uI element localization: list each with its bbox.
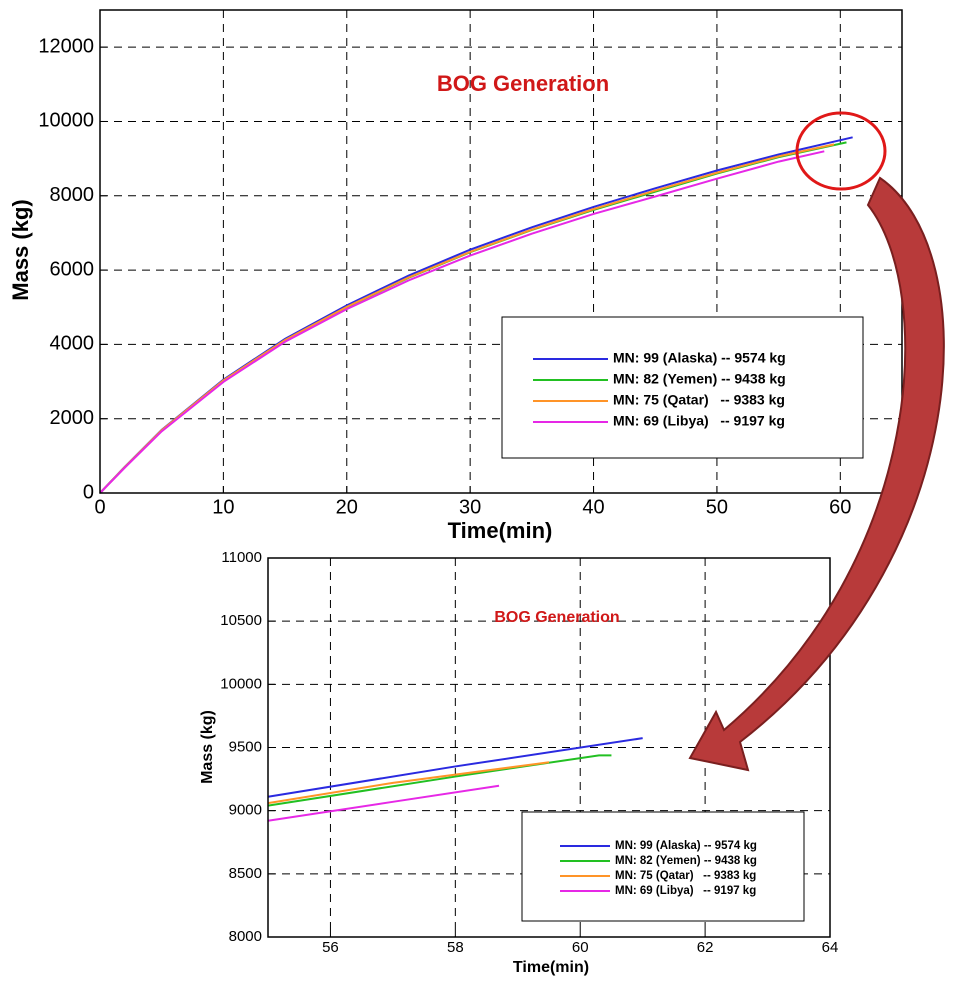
x-tick-label: 10 (212, 496, 234, 518)
y-tick-label: 6000 (50, 258, 95, 280)
series-line (267, 761, 550, 805)
y-tick-label: 9000 (229, 802, 262, 819)
y-axis-label: Mass (kg) (199, 710, 216, 784)
x-axis-label: Time(min) (513, 959, 589, 976)
plot-border (267, 557, 831, 938)
y-tick-label: 8500 (229, 865, 262, 882)
y-tick-label: 0 (83, 481, 94, 503)
y-tick-label: 10000 (38, 110, 94, 132)
y-tick-label: 12000 (38, 35, 94, 57)
x-tick-label: 64 (822, 939, 839, 956)
legend-label: MN: 99 (Alaska) -- 9574 kg (615, 840, 757, 852)
x-tick-label: 20 (336, 496, 358, 518)
legend-label: MN: 69 (Libya) -- 9197 kg (613, 413, 785, 429)
x-tick-label: 56 (322, 939, 339, 956)
y-tick-label: 9500 (229, 738, 262, 755)
legend-label: MN: 99 (Alaska) -- 9574 kg (613, 350, 786, 366)
x-tick-label: 60 (829, 496, 851, 518)
x-tick-label: 60 (572, 939, 589, 956)
y-tick-label: 8000 (229, 928, 262, 945)
x-axis-label: Time(min) (448, 518, 553, 543)
legend-box (501, 316, 864, 459)
x-tick-label: 40 (582, 496, 604, 518)
y-axis-label: Mass (kg) (8, 199, 33, 300)
y-tick-label: 10000 (220, 675, 262, 692)
series-line (267, 784, 500, 822)
y-tick-label: 10500 (220, 612, 262, 629)
series-line (267, 737, 643, 798)
x-tick-label: 30 (459, 496, 481, 518)
y-tick-label: 8000 (50, 184, 95, 206)
chart-title: BOG Generation (494, 609, 619, 626)
x-tick-label: 0 (94, 496, 105, 518)
y-tick-label: 11000 (221, 549, 262, 566)
chart-title: BOG Generation (437, 71, 609, 96)
zoom-arrow (688, 176, 945, 772)
legend-label: MN: 69 (Libya) -- 9197 kg (615, 885, 756, 897)
x-tick-label: 50 (706, 496, 728, 518)
legend-box (521, 811, 805, 922)
highlight-circle (795, 111, 887, 191)
x-tick-label: 62 (697, 939, 714, 956)
chart: 0 10 20 30 40 50 60 0 2000 4000 6000 8000 10000 12000… (8, 9, 903, 543)
x-tick-label: 58 (447, 939, 464, 956)
y-tick-label: 2000 (50, 407, 95, 429)
legend-label: MN: 82 (Yemen) -- 9438 kg (615, 855, 757, 867)
legend-label: MN: 82 (Yemen) -- 9438 kg (613, 371, 786, 387)
legend-label: MN: 75 (Qatar) -- 9383 kg (615, 870, 756, 882)
y-tick-label: 4000 (50, 333, 95, 355)
series-line (99, 150, 825, 494)
legend-label: MN: 75 (Qatar) -- 9383 kg (613, 392, 785, 408)
